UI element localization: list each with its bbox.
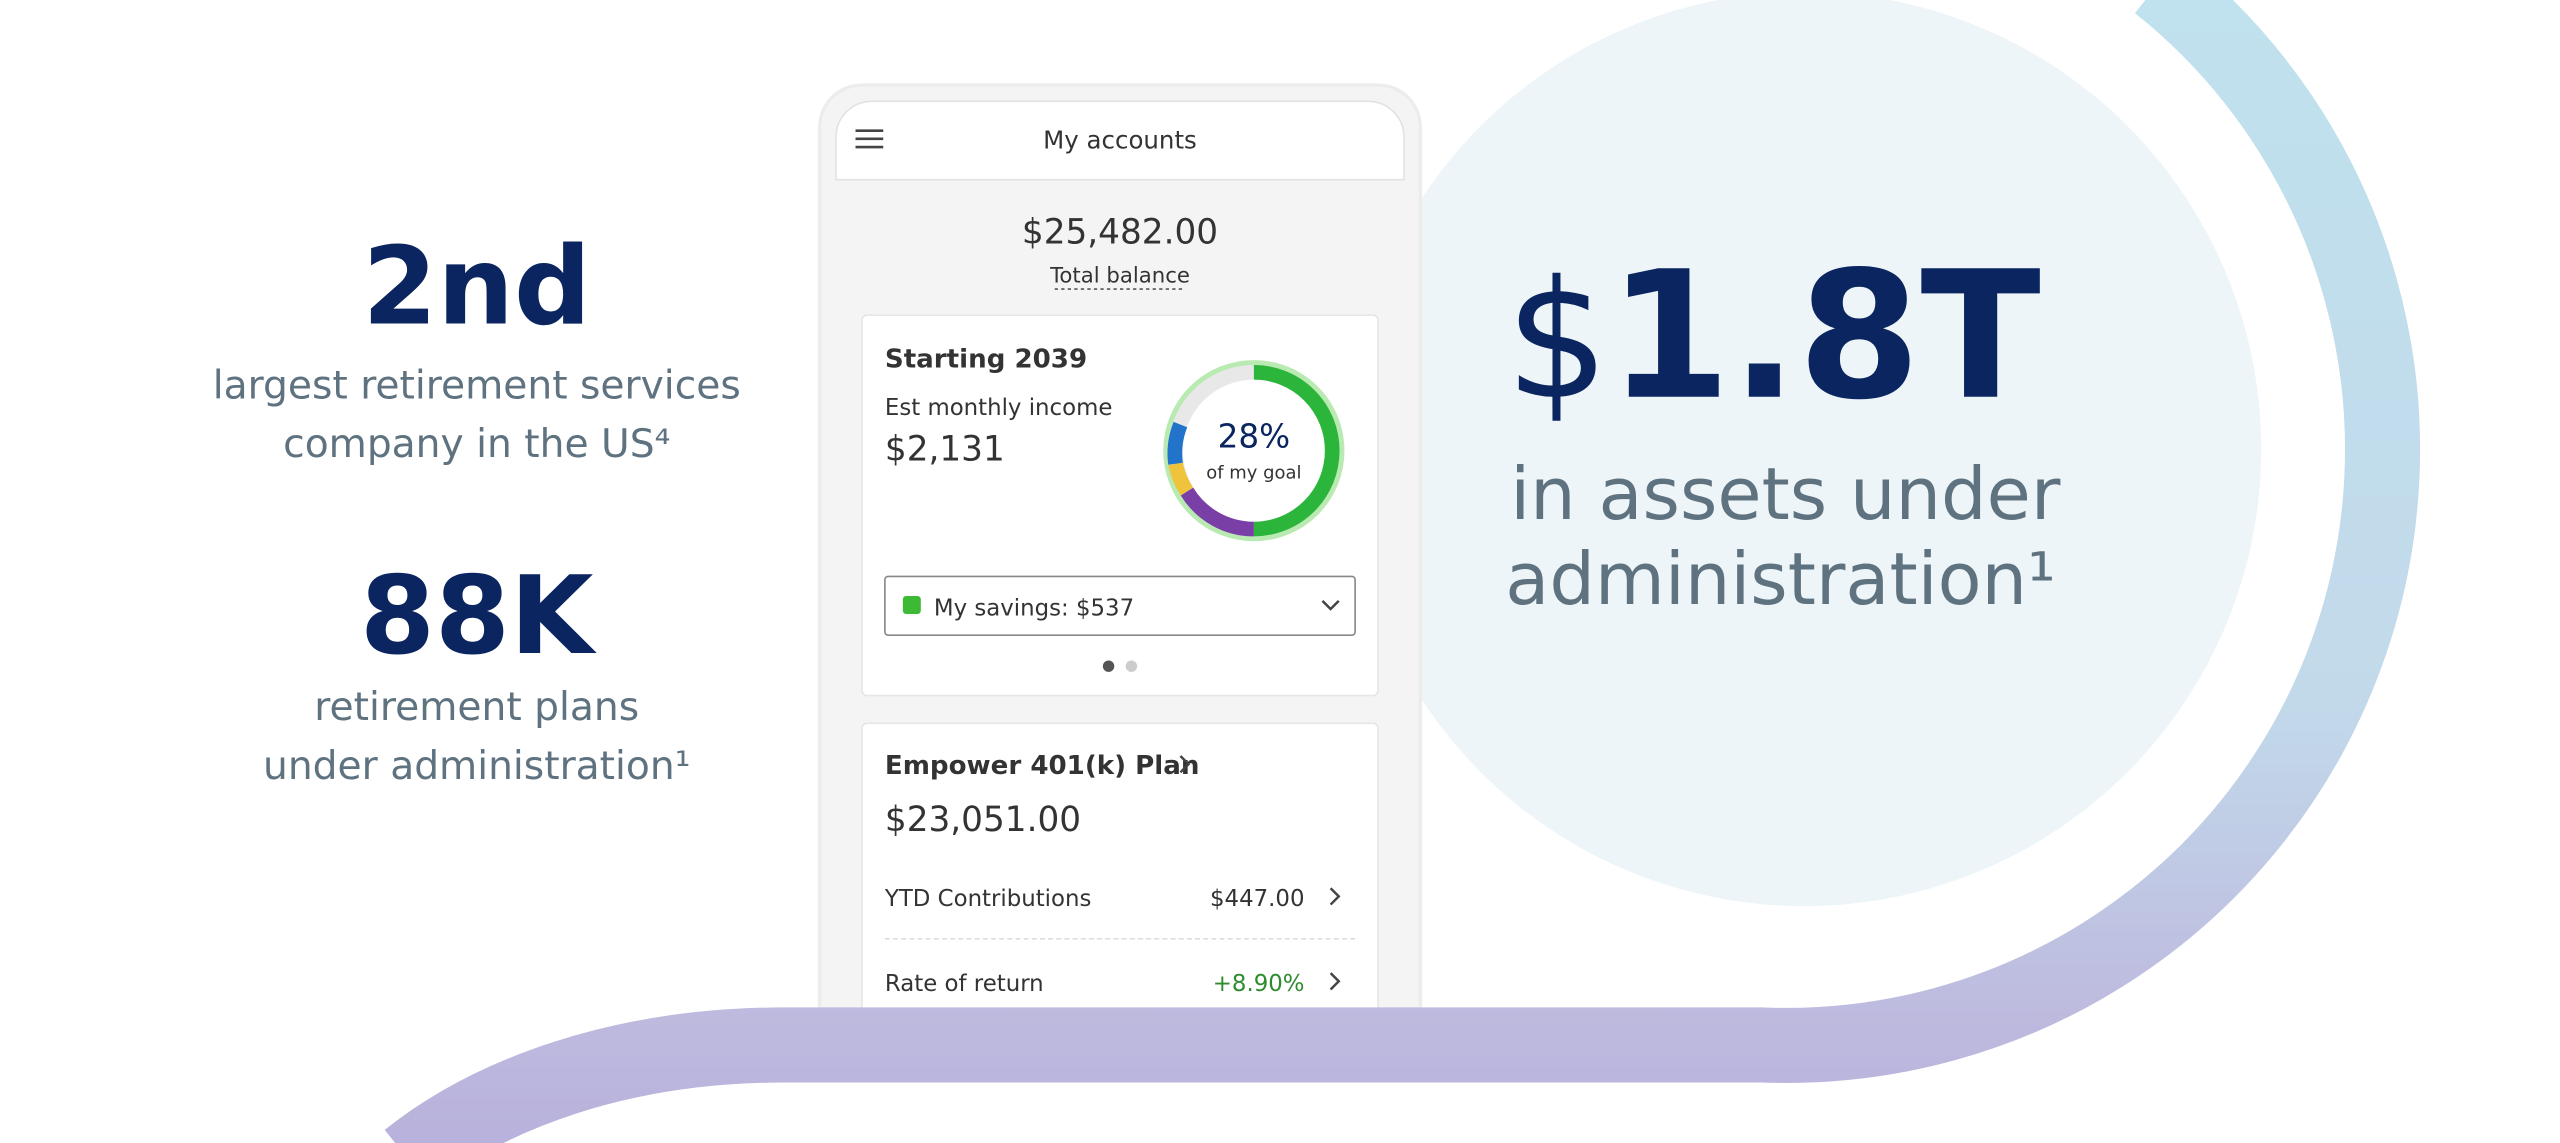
savings-text: My savings: $537 — [934, 596, 1134, 622]
stat-desc: largest retirement services — [213, 363, 741, 408]
savings-swatch — [902, 595, 921, 614]
stat-desc: company in the US⁴ — [283, 422, 670, 467]
row-value: $447.00 — [1210, 886, 1304, 912]
goal-label: of my goal — [1206, 462, 1301, 483]
income-amount: $2,131 — [885, 429, 1005, 469]
chevron[interactable] — [1329, 972, 1341, 991]
page-dot[interactable] — [1125, 660, 1138, 672]
chevron — [1179, 755, 1191, 774]
menu-icon[interactable] — [855, 129, 884, 149]
card-title: Starting 2039 — [885, 344, 1087, 374]
stat-value: 2nd — [362, 224, 591, 349]
phone: My accounts $25,482.00 Total balance Sta… — [817, 83, 1423, 1116]
chevron — [1321, 600, 1340, 611]
goal-percent: 28% — [1218, 417, 1291, 455]
total-balance: $25,482.00 — [1022, 212, 1218, 252]
headline-desc: administration¹ — [1505, 537, 2056, 621]
bg-circle — [1347, 0, 2262, 907]
row-value: +8.90% — [1213, 971, 1305, 997]
headline-currency: $ — [1505, 245, 1609, 436]
plan-balance: $23,051.00 — [885, 800, 1081, 840]
headline-value: 1.8T — [1608, 233, 2041, 439]
app-header — [835, 100, 1405, 181]
page-dot[interactable] — [1102, 660, 1115, 672]
headline-desc: in assets under — [1510, 452, 2061, 536]
goal-donut — [1163, 360, 1345, 542]
stat-value: 88K — [360, 554, 597, 679]
decor-band — [384, 0, 2421, 1143]
stat-desc: under administration¹ — [263, 744, 690, 789]
total-balance-label[interactable]: Total balance — [1049, 264, 1190, 289]
header-title: My accounts — [1043, 126, 1197, 155]
savings-select[interactable] — [884, 575, 1356, 636]
row-label: YTD Contributions — [884, 886, 1091, 912]
income-label: Est monthly income — [885, 395, 1112, 421]
chevron[interactable] — [1329, 887, 1341, 906]
row-label: Rate of return — [885, 971, 1044, 997]
plan-title[interactable]: Empower 401(k) Plan — [885, 751, 1200, 781]
stat-desc: retirement plans — [314, 685, 639, 730]
